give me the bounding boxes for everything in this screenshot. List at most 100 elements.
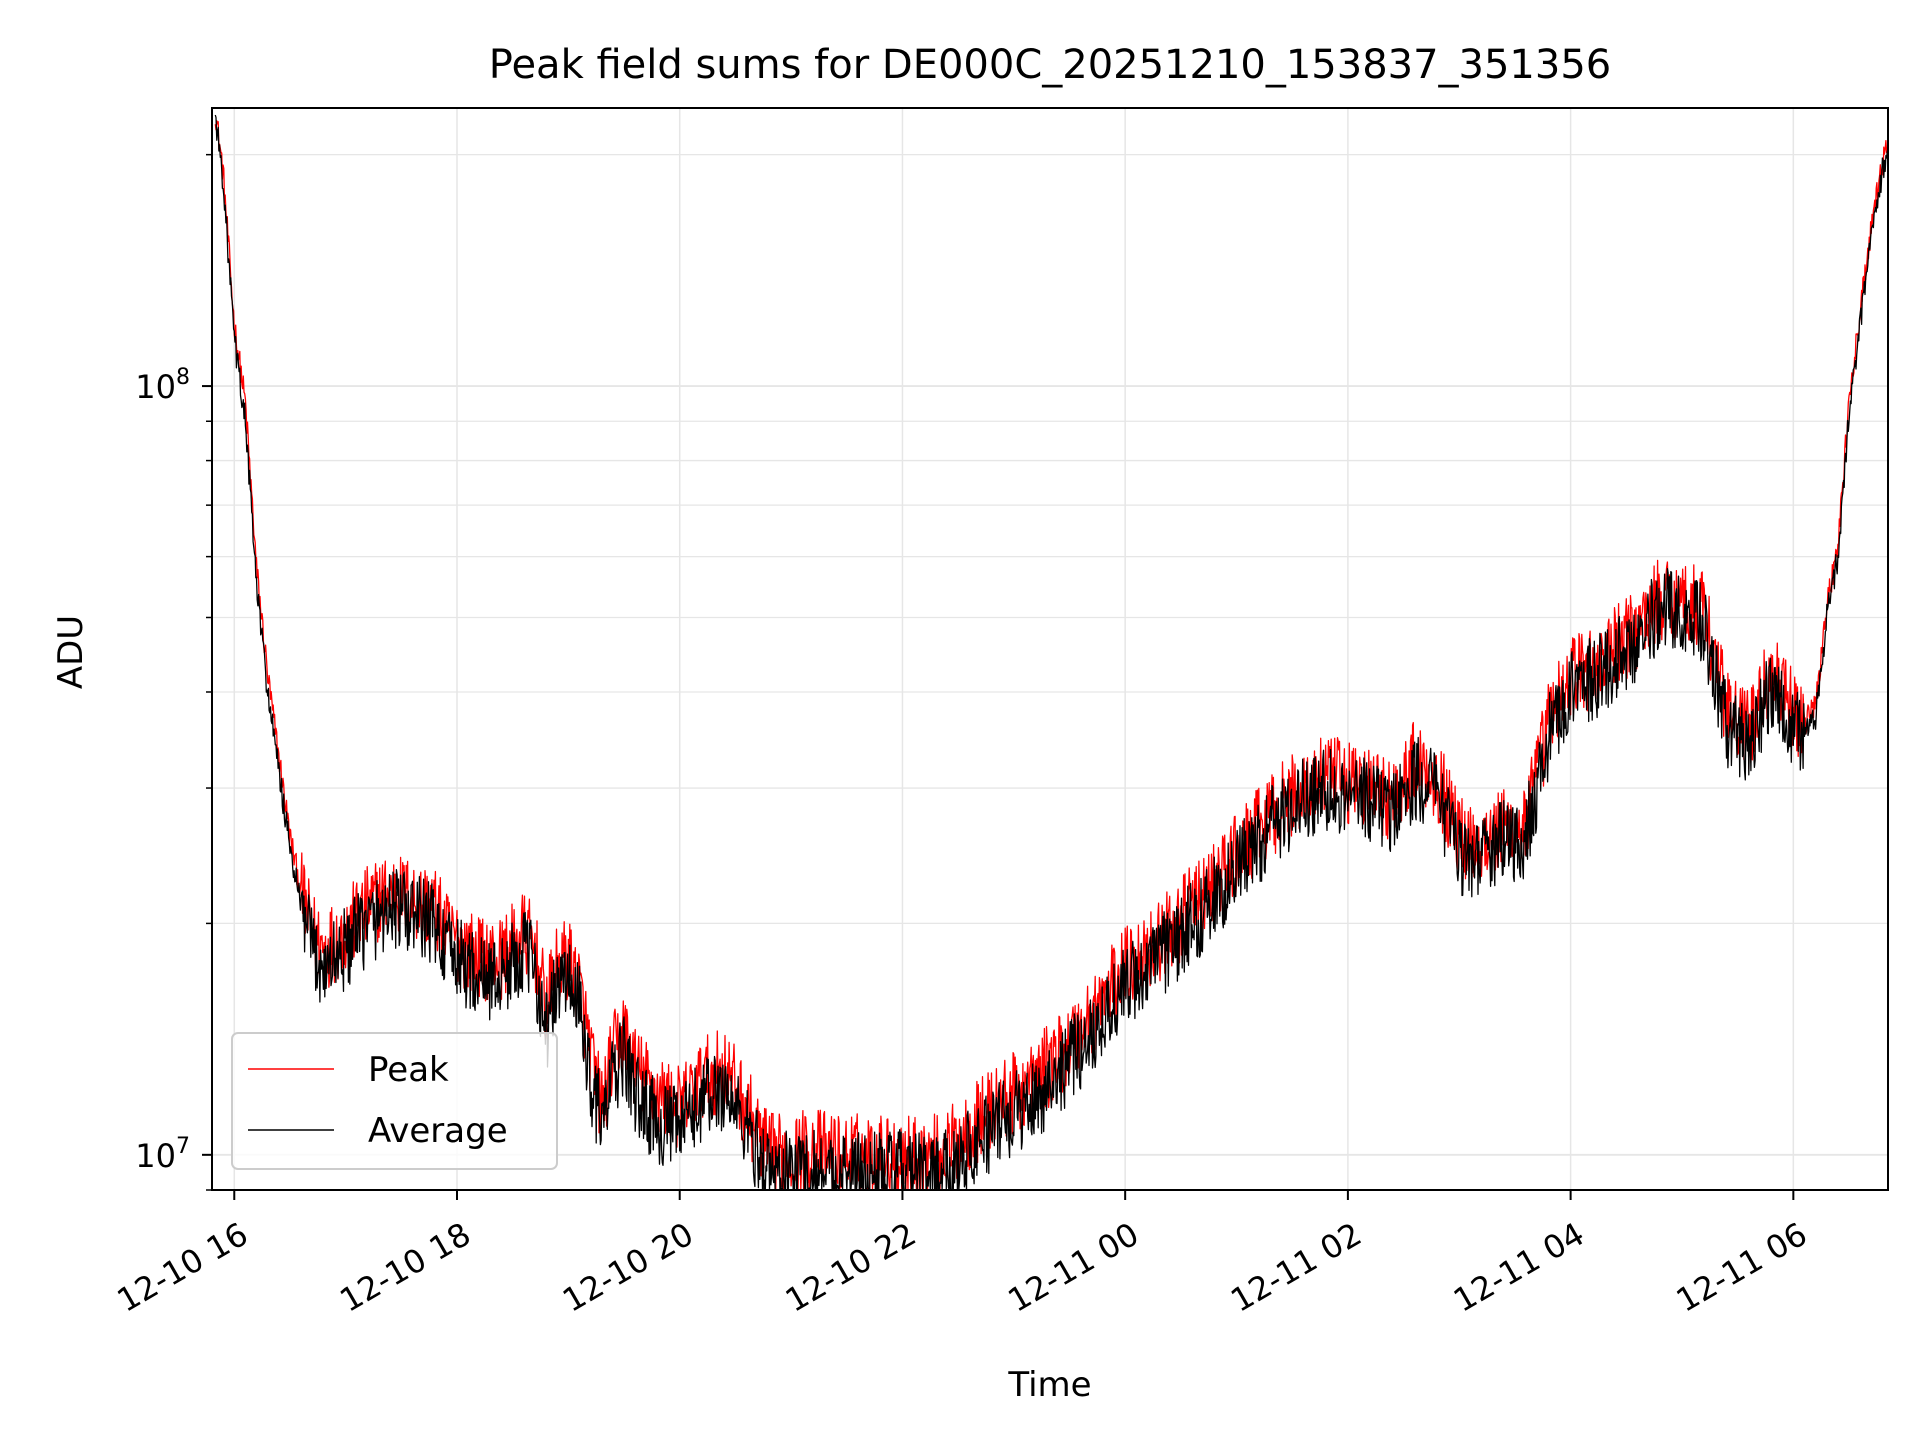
data-point-peak — [991, 1108, 992, 1109]
data-point-average — [568, 977, 569, 978]
data-point-average — [215, 115, 216, 116]
x-tick-label: 12-10 20 — [556, 1215, 700, 1320]
data-point-average — [590, 1080, 591, 1081]
x-tick-label: 12-10 16 — [111, 1215, 255, 1320]
data-point-average — [1726, 727, 1727, 728]
y-tick-exponent: 7 — [176, 1134, 190, 1159]
data-point-average — [1503, 842, 1504, 843]
data-point-average — [1659, 610, 1660, 611]
data-point-average — [1370, 799, 1371, 800]
data-point-average — [445, 949, 446, 950]
data-point-average — [412, 915, 413, 916]
y-tick-base: 10 — [135, 368, 176, 406]
data-point-peak — [657, 1093, 658, 1094]
data-point-average — [289, 848, 290, 849]
data-point-average — [546, 1030, 547, 1031]
plot-frame — [211, 107, 1889, 1191]
data-point-average — [1771, 683, 1772, 684]
data-point-average — [278, 771, 279, 772]
data-point-peak — [278, 756, 279, 757]
data-point-average — [612, 1080, 613, 1081]
data-point-average — [1258, 842, 1259, 843]
x-tick-label: 12-10 22 — [779, 1215, 923, 1320]
data-point-average — [579, 1008, 580, 1009]
data-point-average — [1615, 660, 1616, 661]
data-point-average — [456, 958, 457, 959]
data-point-average — [835, 1175, 836, 1176]
data-point-average — [323, 967, 324, 968]
data-point-peak — [1837, 545, 1838, 546]
data-point-average — [1102, 1014, 1103, 1015]
data-point-average — [746, 1129, 747, 1130]
x-tick-label: 12-11 06 — [1670, 1215, 1814, 1320]
data-point-average — [1860, 325, 1861, 326]
data-point-peak — [289, 835, 290, 836]
data-point-average — [1704, 624, 1705, 625]
data-point-average — [1147, 967, 1148, 968]
x-tick-label: 12-11 00 — [1002, 1215, 1146, 1320]
x-tick-label: 12-11 04 — [1447, 1215, 1591, 1320]
data-point-average — [924, 1175, 925, 1176]
data-point-average — [345, 949, 346, 950]
data-point-average — [523, 949, 524, 950]
y-tick-label: 108 — [135, 365, 190, 406]
data-point-average — [969, 1148, 970, 1149]
legend-box — [231, 1032, 558, 1170]
x-tick-label: 12-10 18 — [333, 1215, 477, 1320]
data-point-average — [946, 1171, 947, 1172]
data-point-average — [1392, 811, 1393, 812]
data-point-average — [1526, 835, 1527, 836]
data-point-average — [501, 977, 502, 978]
data-point-average — [256, 585, 257, 586]
data-point-average — [557, 987, 558, 988]
data-point-average — [1637, 638, 1638, 639]
data-point-average — [1826, 617, 1827, 618]
data-point-average — [1804, 736, 1805, 737]
data-point-average — [768, 1171, 769, 1172]
data-point-average — [813, 1168, 814, 1169]
data-point-average — [312, 949, 313, 950]
data-point-average — [1414, 777, 1415, 778]
data-point-average — [1793, 727, 1794, 728]
data-point-peak — [635, 1067, 636, 1068]
data-point-peak — [1013, 1093, 1014, 1094]
y-tick-base: 10 — [135, 1137, 176, 1175]
data-point-average — [1436, 793, 1437, 794]
data-point-peak — [835, 1154, 836, 1155]
data-point-average — [1169, 949, 1170, 950]
data-point-average — [1592, 679, 1593, 680]
legend-peak-label: Peak — [368, 1050, 449, 1090]
data-point-average — [1347, 793, 1348, 794]
data-point-peak — [679, 1108, 680, 1109]
data-point-average — [434, 923, 435, 924]
data-point-peak — [267, 675, 268, 676]
data-point-average — [601, 1122, 602, 1123]
data-point-average — [1036, 1099, 1037, 1100]
data-point-average — [1871, 239, 1872, 240]
y-tick-exponent: 8 — [176, 365, 190, 390]
data-point-peak — [479, 958, 480, 959]
data-point-average — [1214, 899, 1215, 900]
data-point-average — [623, 1054, 624, 1055]
chart-title: Peak field sums for DE000C_20251210_1538… — [489, 42, 1611, 88]
data-point-average — [1058, 1072, 1059, 1073]
data-point-average — [1236, 869, 1237, 870]
data-point-peak — [1058, 1054, 1059, 1055]
series-line-average — [214, 114, 1889, 1191]
data-point-average — [1882, 171, 1883, 172]
data-point-average — [791, 1171, 792, 1172]
legend-average-label: Average — [368, 1111, 508, 1151]
data-point-average — [1570, 687, 1571, 688]
data-point-average — [1013, 1113, 1014, 1114]
data-point-average — [367, 923, 368, 924]
data-point-average — [902, 1171, 903, 1172]
data-point-average — [534, 967, 535, 968]
legend: Peak Average — [231, 1032, 558, 1170]
data-point-peak — [1848, 403, 1849, 404]
data-point-average — [635, 1093, 636, 1094]
data-point-peak — [1325, 777, 1326, 778]
data-point-peak — [223, 171, 224, 172]
x-tick-label: 12-11 02 — [1224, 1215, 1368, 1320]
